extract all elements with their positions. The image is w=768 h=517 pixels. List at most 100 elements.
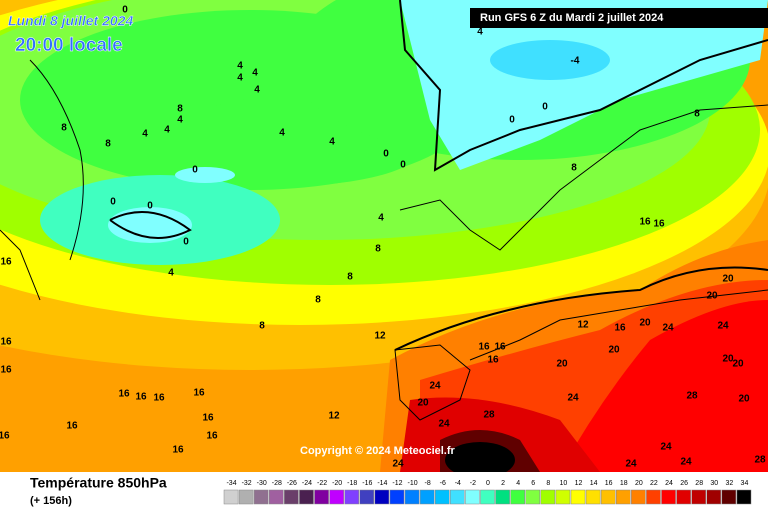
scale-swatch: [676, 489, 691, 505]
contour-label: 8: [694, 109, 700, 120]
contour-label: 16: [487, 355, 499, 366]
contour-label: 4: [164, 125, 170, 136]
scale-label: -28: [272, 480, 282, 487]
contour-label: 20: [417, 398, 429, 409]
contour-label: 4: [378, 213, 384, 224]
scale-swatch: [510, 489, 525, 505]
scale-swatch: [615, 489, 631, 505]
scale-swatch: [495, 489, 510, 505]
contour-label: 12: [374, 331, 386, 342]
scale-swatch: [570, 489, 586, 505]
contour-zero-b: [109, 211, 192, 239]
scale-label: -20: [332, 480, 342, 487]
scale-swatch: [314, 489, 329, 505]
scale-swatch: [299, 489, 314, 505]
scale-label: 34: [741, 480, 749, 487]
scale-swatch: [600, 489, 616, 505]
contour-label: 4: [254, 85, 260, 96]
scale-label: -34: [226, 480, 236, 487]
contour-label: 4: [329, 137, 335, 148]
scale-label: -32: [242, 480, 252, 487]
contour-twenty: [394, 266, 768, 351]
contour-label: 4: [279, 128, 285, 139]
contour-label: 0: [383, 149, 389, 160]
contour-label: 16: [202, 413, 214, 424]
scale-swatch: [555, 489, 571, 505]
contour-label: -4: [571, 56, 580, 67]
contour-label: 24: [429, 381, 441, 392]
contour-label: 16: [118, 389, 130, 400]
contour-label: 8: [571, 163, 577, 174]
contour-label: 8: [105, 139, 111, 150]
contour-label: 16: [193, 388, 205, 399]
scale-label: 16: [605, 480, 613, 487]
contour-label: 4: [237, 61, 243, 72]
scale-label: 22: [650, 480, 658, 487]
scale-label: -10: [408, 480, 418, 487]
contour-label: 12: [328, 411, 340, 422]
scale-swatch: [540, 489, 556, 505]
contour-label: 20: [556, 359, 568, 370]
scale-label: 32: [725, 480, 733, 487]
contour-label: 24: [680, 457, 692, 468]
contour-label: 8: [177, 104, 183, 115]
scale-label: -18: [347, 480, 357, 487]
contour-label: 16: [0, 365, 12, 376]
contour-label: 8: [375, 244, 381, 255]
scale-label: 20: [635, 480, 643, 487]
scale-swatch: [419, 489, 435, 505]
scale-swatch: [269, 489, 284, 505]
contour-label: 16: [614, 323, 626, 334]
valid-date: Lundi 8 juillet 2024: [8, 13, 133, 29]
contour-label: 16: [494, 342, 506, 353]
contour-label: 0: [509, 115, 515, 126]
contour-label: 16: [0, 431, 10, 442]
contour-label: 24: [625, 459, 637, 470]
scale-label: -16: [362, 480, 372, 487]
contour-label: 20: [722, 274, 734, 285]
contour-label: 8: [315, 295, 321, 306]
scale-swatch: [465, 489, 480, 505]
contour-zero: [399, 0, 768, 172]
scale-label: 6: [531, 480, 535, 487]
scale-swatch: [344, 489, 360, 505]
contour-label: 20: [706, 291, 718, 302]
contour-label: 0: [400, 160, 406, 171]
contour-label: 4: [237, 73, 243, 84]
contour-label: 0: [192, 165, 198, 176]
scale-label: -4: [455, 480, 461, 487]
contour-label: 8: [259, 321, 265, 332]
scale-swatch: [450, 489, 465, 505]
scale-swatch: [706, 489, 722, 505]
contour-label: 24: [717, 321, 729, 332]
scale-swatch: [646, 489, 661, 505]
contour-label: 24: [660, 442, 672, 453]
scale-swatch: [721, 489, 737, 505]
scale-label: -2: [470, 480, 476, 487]
contour-label: 20: [608, 345, 620, 356]
contour-label: 28: [754, 455, 766, 466]
scale-swatch: [329, 489, 344, 505]
field-title: Température 850hPa: [30, 475, 167, 491]
scale-label: -26: [287, 480, 297, 487]
color-scale: -34 -32 -30 -28 -26 -24 -22 -20 -18 -16 -14 -12 -10-…: [223, 480, 752, 505]
scale-swatch: [525, 489, 541, 505]
scale-swatch: [284, 489, 299, 505]
scale-swatch: [223, 489, 239, 505]
contour-label: 12: [577, 320, 589, 331]
contour-label: 16: [0, 337, 12, 348]
contour-label: 16: [639, 217, 651, 228]
lead-time: (+ 156h): [30, 495, 72, 507]
scale-label: -14: [377, 480, 387, 487]
contour-label: 16: [172, 445, 184, 456]
run-info: Run GFS 6 Z du Mardi 2 juillet 2024: [480, 12, 664, 24]
scale-label: -22: [317, 480, 327, 487]
contour-label: 28: [686, 391, 698, 402]
contour-label: 24: [662, 323, 674, 334]
contour-label: 20: [639, 318, 651, 329]
copyright: Copyright © 2024 Meteociel.fr: [300, 445, 456, 457]
contour-label: 0: [542, 102, 548, 113]
valid-time: 20:00 locale: [15, 35, 123, 56]
scale-swatch: [736, 489, 752, 505]
contour-label: 0: [110, 197, 116, 208]
